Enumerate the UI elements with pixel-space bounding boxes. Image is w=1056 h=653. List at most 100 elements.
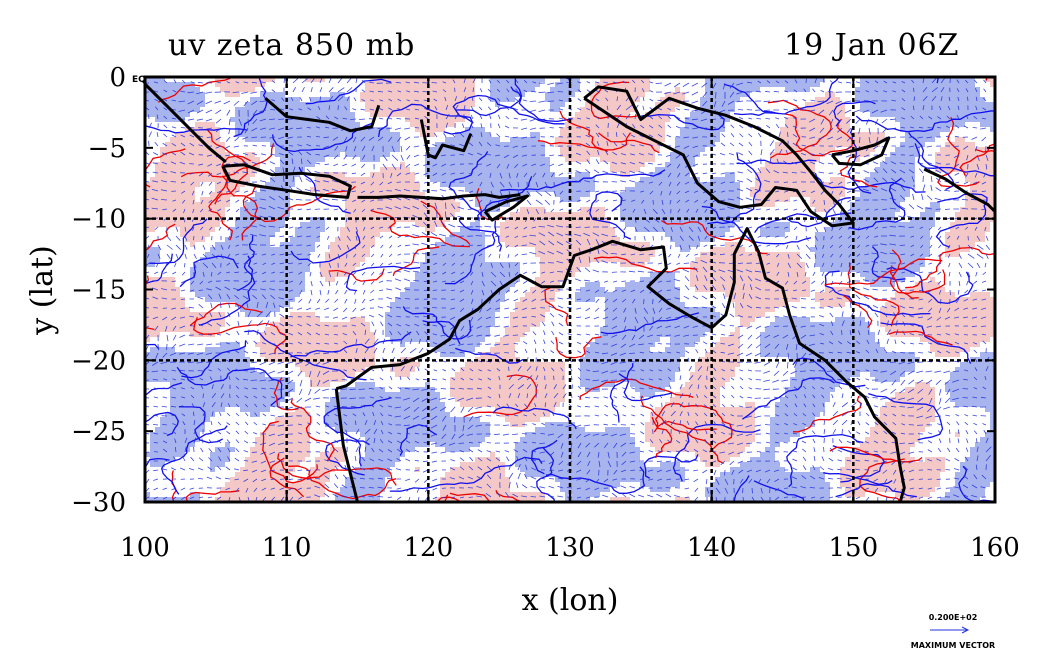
vorticity-contour: [436, 496, 463, 502]
vorticity-contour: [288, 465, 397, 500]
positive-fill-cell: [215, 82, 265, 87]
vorticity-contour: [829, 446, 923, 463]
negative-fill-cell: [195, 262, 310, 267]
positive-fill-cell: [765, 162, 815, 167]
negative-fill-cell: [895, 117, 995, 122]
vorticity-contour: [643, 454, 699, 479]
negative-fill-cell: [860, 107, 995, 112]
negative-fill-cell: [975, 442, 995, 447]
negative-fill-cell: [435, 242, 485, 247]
y-tick-label: −25: [71, 417, 126, 447]
positive-fill-cell: [310, 187, 420, 192]
positive-fill-cell: [160, 147, 225, 152]
negative-fill-cell: [705, 82, 820, 87]
vorticity-contour: [707, 152, 762, 225]
positive-fill-cell: [155, 162, 260, 167]
positive-fill-cell: [670, 397, 720, 402]
negative-fill-cell: [640, 482, 680, 487]
positive-fill-cell: [250, 452, 310, 457]
positive-fill-cell: [190, 242, 195, 247]
positive-fill-cell: [345, 222, 395, 227]
negative-fill-cell: [900, 127, 950, 132]
negative-fill-cell: [470, 192, 530, 197]
vorticity-contour: [598, 132, 660, 154]
negative-fill-cell: [620, 192, 740, 197]
negative-fill-cell: [425, 157, 550, 162]
negative-fill-cell: [825, 227, 930, 232]
negative-fill-cell: [155, 117, 185, 122]
positive-fill-cell: [215, 77, 275, 82]
y-tick-label: −30: [71, 488, 126, 518]
x-tick-label: 160: [970, 533, 1020, 563]
negative-fill-cell: [685, 117, 730, 122]
vorticity-contour: [145, 148, 186, 188]
negative-fill-cell: [980, 352, 995, 357]
positive-fill-cell: [700, 457, 730, 462]
negative-fill-cell: [545, 97, 570, 102]
vorticity-contour: [653, 420, 717, 433]
negative-fill-cell: [990, 417, 995, 422]
negative-fill-cell: [815, 262, 925, 267]
negative-fill-cell: [955, 477, 995, 482]
positive-fill-cell: [730, 332, 740, 337]
negative-fill-cell: [795, 362, 915, 367]
negative-fill-cell: [815, 257, 925, 262]
negative-fill-cell: [620, 202, 740, 207]
positive-fill-cell: [370, 77, 475, 82]
positive-fill-cell: [260, 432, 310, 437]
negative-fill-cell: [930, 202, 940, 207]
positive-fill-cell: [245, 462, 300, 467]
positive-fill-cell: [500, 337, 520, 342]
vorticity-contour: [328, 268, 385, 282]
positive-fill-cell: [340, 192, 425, 197]
positive-fill-cell: [935, 167, 995, 172]
positive-fill-cell: [965, 202, 995, 207]
vorticity-contour: [458, 217, 503, 252]
positive-fill-cell: [345, 207, 460, 212]
positive-fill-cell: [185, 237, 205, 242]
negative-fill-cell: [245, 102, 350, 107]
positive-fill-cell: [655, 447, 745, 452]
vorticity-contour: [272, 122, 373, 153]
negative-fill-cell: [765, 447, 775, 452]
negative-fill-cell: [360, 432, 490, 437]
negative-fill-cell: [270, 177, 295, 182]
negative-fill-cell: [605, 322, 715, 327]
positive-fill-cell: [780, 127, 850, 132]
negative-fill-cell: [635, 387, 665, 392]
positive-fill-cell: [460, 402, 560, 407]
positive-fill-cell: [225, 92, 240, 97]
positive-fill-cell: [930, 347, 970, 352]
positive-fill-cell: [305, 77, 325, 82]
negative-fill-cell: [580, 382, 615, 387]
positive-fill-cell: [145, 302, 185, 307]
vorticity-contour: [589, 191, 632, 240]
vorticity-contour: [179, 255, 239, 288]
negative-fill-cell: [890, 152, 920, 157]
positive-fill-cell: [380, 167, 410, 172]
positive-fill-cell: [465, 362, 565, 367]
positive-fill-cell: [585, 102, 635, 107]
negative-fill-cell: [515, 457, 640, 462]
positive-fill-cell: [220, 487, 325, 492]
negative-fill-cell: [325, 417, 480, 422]
x-tick-label: 100: [120, 533, 170, 563]
negative-fill-cell: [535, 427, 585, 432]
positive-fill-cell: [505, 417, 540, 422]
positive-fill-cell: [780, 132, 885, 137]
negative-fill-cell: [585, 387, 600, 392]
negative-fill-cell: [170, 402, 280, 407]
positive-fill-cell: [595, 82, 650, 87]
positive-fill-cell: [920, 337, 990, 342]
positive-fill-cell: [875, 417, 935, 422]
vorticity-contour: [843, 295, 873, 329]
positive-fill-cell: [650, 442, 750, 447]
positive-fill-cell: [985, 77, 995, 82]
negative-fill-cell: [145, 452, 185, 457]
negative-fill-cell: [770, 422, 815, 427]
positive-fill-cell: [535, 252, 655, 257]
negative-fill-cell: [940, 497, 980, 502]
positive-fill-cell: [750, 192, 845, 197]
vorticity-contour: [449, 492, 491, 502]
